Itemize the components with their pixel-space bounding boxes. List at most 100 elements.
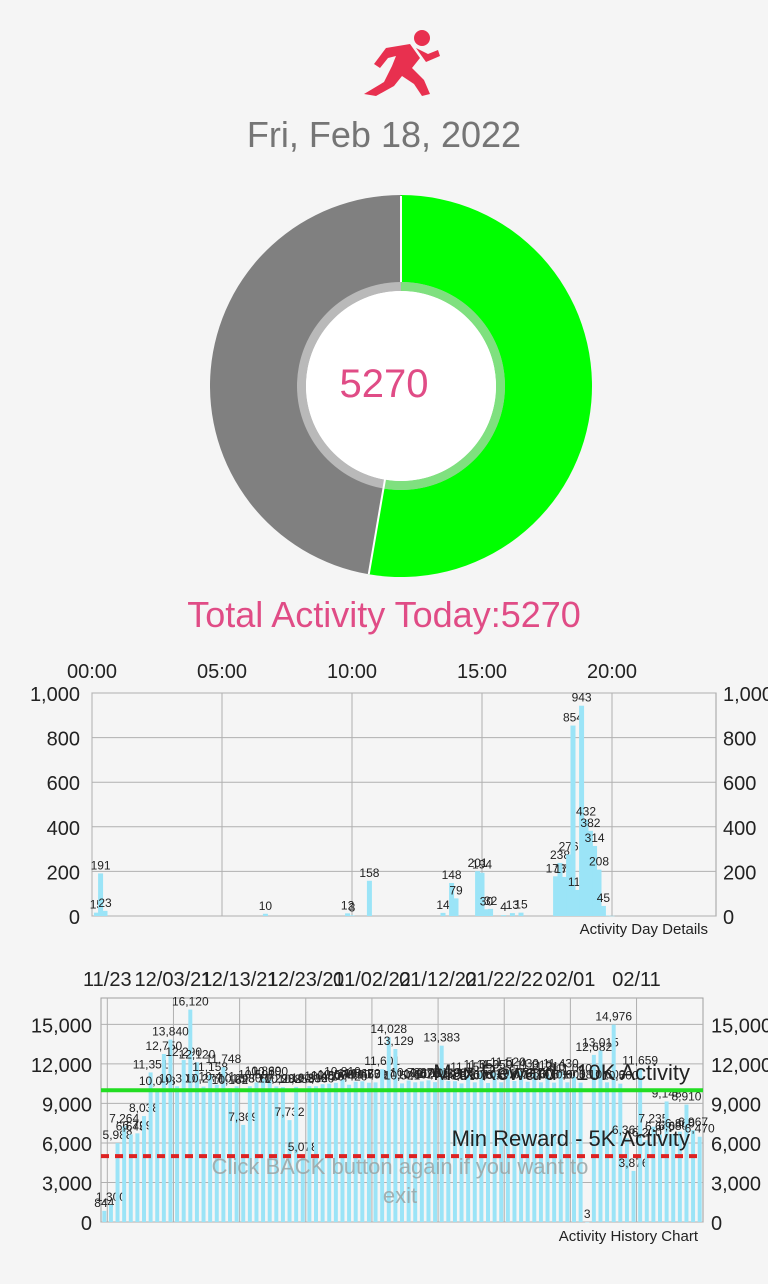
- bar: [345, 913, 351, 916]
- bar: [519, 1071, 524, 1222]
- bar: [349, 915, 355, 916]
- chart-title: Activity Day Details: [580, 921, 708, 938]
- limit-line-label: Min Reward - 5K Activity: [452, 1126, 690, 1151]
- data-label: 13,383: [423, 1031, 460, 1045]
- y-tick-left: 0: [81, 1213, 92, 1235]
- data-label: 6,361: [612, 1123, 642, 1137]
- bar: [452, 1081, 457, 1222]
- data-label: 6,645: [116, 1119, 146, 1133]
- bar: [605, 1082, 610, 1222]
- bar: [596, 869, 602, 916]
- bar: [658, 1134, 662, 1222]
- bar: [587, 830, 593, 916]
- data-label: 11,659: [622, 1053, 658, 1067]
- bar: [459, 1083, 464, 1222]
- data-label: 45: [597, 891, 611, 905]
- data-label: 10,600: [589, 1067, 626, 1081]
- bar: [585, 1221, 590, 1223]
- y-tick-right: 15,000: [711, 1015, 768, 1037]
- exit-toast: Click BACK button again if you want to e…: [211, 1154, 589, 1208]
- bar: [393, 1049, 398, 1222]
- data-label: 276: [559, 839, 579, 853]
- bar: [234, 1086, 239, 1222]
- y-tick-left: 15,000: [31, 1015, 92, 1037]
- bar: [280, 1087, 285, 1222]
- data-label: 15: [514, 898, 528, 912]
- bar: [93, 912, 99, 916]
- bar: [241, 1124, 246, 1222]
- bar: [518, 912, 524, 916]
- data-label: 11,350: [463, 1057, 499, 1071]
- data-label: 10,680: [344, 1066, 381, 1080]
- data-label: 10,277: [185, 1072, 222, 1086]
- bar: [677, 1131, 682, 1222]
- bar: [505, 1070, 510, 1222]
- data-label: 23: [98, 896, 112, 910]
- bar: [366, 880, 372, 916]
- data-label: 10,810: [324, 1065, 361, 1079]
- data-label: 148: [442, 868, 462, 882]
- bar: [558, 1071, 563, 1222]
- bar: [512, 1081, 517, 1222]
- data-label: 12,290: [165, 1045, 202, 1059]
- y-tick-right: 3,000: [711, 1173, 761, 1195]
- data-label: 13,129: [377, 1034, 414, 1048]
- data-label: 10,500: [602, 1069, 639, 1083]
- bar: [492, 1072, 497, 1222]
- data-label: 6,729: [122, 1118, 152, 1132]
- bar: [433, 1082, 438, 1222]
- bar: [102, 1210, 107, 1222]
- data-label: 10,700: [430, 1066, 467, 1080]
- data-label: 10: [259, 899, 273, 913]
- bar: [697, 1136, 702, 1222]
- data-label: 10,670: [403, 1066, 440, 1080]
- y-tick-left: 6,000: [42, 1134, 92, 1156]
- bar: [605, 915, 611, 917]
- data-label: 11,310: [516, 1058, 552, 1072]
- bar: [449, 882, 455, 916]
- data-label: 12,750: [145, 1039, 182, 1053]
- bar: [566, 854, 572, 916]
- chart-title: Activity History Chart: [559, 1228, 699, 1245]
- bar: [664, 1101, 669, 1222]
- data-label: 10,312: [291, 1071, 328, 1085]
- data-label: 208: [589, 855, 609, 869]
- bar: [578, 1082, 583, 1222]
- bar: [579, 705, 585, 916]
- bar: [570, 725, 576, 916]
- x-tick: 05:00: [197, 661, 247, 683]
- data-label: 10,460: [304, 1069, 341, 1083]
- bar: [287, 1120, 292, 1222]
- data-label: 10,521: [384, 1068, 421, 1082]
- data-label: 12,682: [575, 1040, 612, 1054]
- bar: [161, 1054, 166, 1222]
- data-label: 11,601: [364, 1054, 400, 1068]
- bar: [426, 1080, 431, 1222]
- y-tick-right: 9,000: [711, 1094, 761, 1116]
- bar: [261, 1078, 266, 1222]
- bar: [373, 1082, 378, 1222]
- data-label: 4: [500, 900, 507, 914]
- x-tick: 01/12/22: [399, 969, 477, 991]
- bar: [128, 1134, 133, 1222]
- y-tick-left: 0: [69, 907, 80, 929]
- y-tick-left: 600: [47, 773, 80, 795]
- data-label: 30: [480, 894, 494, 908]
- data-label: 11,210: [530, 1059, 566, 1073]
- data-label: 10,300: [231, 1071, 268, 1085]
- bar: [691, 1130, 696, 1222]
- bar: [501, 915, 507, 916]
- x-tick: 12/23/21: [267, 969, 345, 991]
- bar: [488, 908, 494, 916]
- bar: [453, 898, 459, 916]
- data-label: 10,571: [351, 1068, 388, 1082]
- bar: [557, 862, 563, 916]
- bar: [340, 1079, 345, 1222]
- data-label: 10,238: [265, 1072, 302, 1086]
- bar: [214, 1084, 219, 1222]
- data-label: 10,597: [357, 1067, 394, 1081]
- data-label: 10,615: [417, 1067, 454, 1081]
- bar: [624, 1138, 629, 1222]
- bar: [400, 1083, 404, 1222]
